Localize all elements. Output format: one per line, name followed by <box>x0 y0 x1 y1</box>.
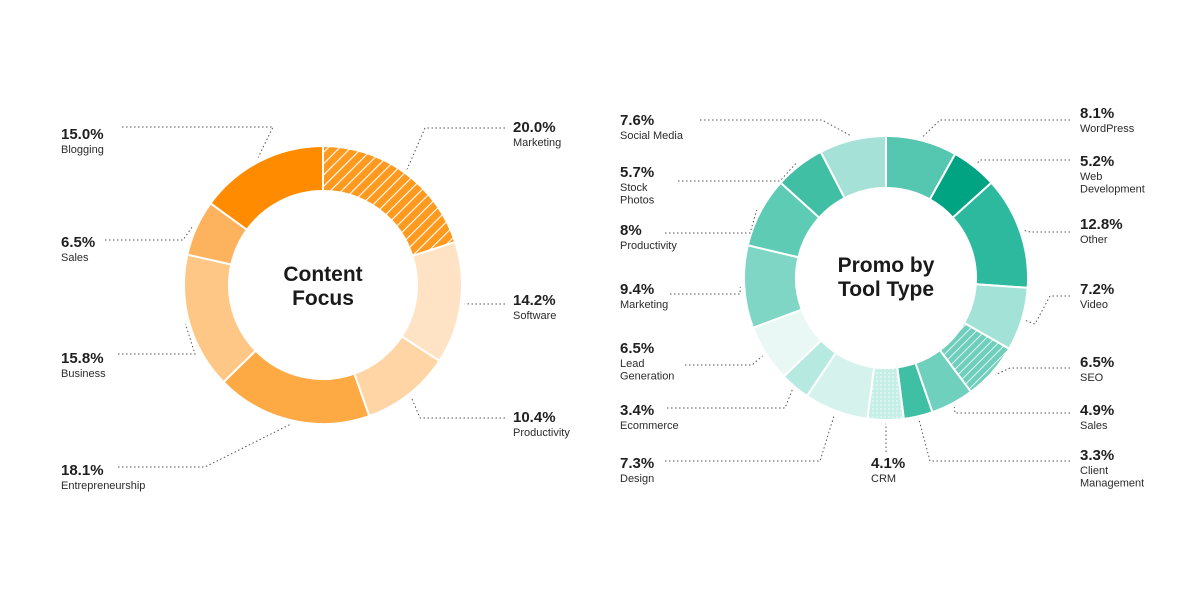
slice-social-media <box>819 134 887 200</box>
pct-label-seo: 6.5% <box>1080 354 1114 371</box>
leader-stock-photos <box>678 162 798 182</box>
leader-blogging <box>122 126 274 158</box>
pct-label-blogging: 15.0% <box>61 126 104 143</box>
name-label-business: Business <box>61 368 106 380</box>
leader-ecommerce <box>667 389 793 409</box>
leader-other <box>1023 229 1070 233</box>
leader-design <box>665 414 835 462</box>
leader-productivity <box>410 397 505 419</box>
content-focus-title-line-1: Content <box>283 263 362 286</box>
leader-sales <box>953 406 1070 414</box>
name-label-crm: CRM <box>871 473 896 485</box>
pct-label-productivity: 10.4% <box>513 409 556 426</box>
pct-label-software: 14.2% <box>513 292 556 309</box>
leader-marketing <box>406 127 505 170</box>
name-label-design: Design <box>620 473 654 485</box>
name-label-blogging: Blogging <box>61 144 104 156</box>
name-label-wordpress: WordPress <box>1080 123 1135 135</box>
pct-label-video: 7.2% <box>1080 281 1114 298</box>
slice-blogging <box>209 144 324 232</box>
pct-label-marketing: 20.0% <box>513 119 556 136</box>
pct-label-entrepreneurship: 18.1% <box>61 462 104 479</box>
pct-label-sales: 4.9% <box>1080 402 1114 419</box>
leader-wordpress <box>922 119 1070 138</box>
pct-label-business: 15.8% <box>61 350 104 367</box>
promo-title-line-1: Promo by <box>838 254 935 277</box>
name-label-other: Other <box>1080 234 1108 246</box>
content-focus-title-line-2: Focus <box>292 287 354 310</box>
leader-marketing <box>670 287 741 295</box>
name-label-productivity: Productivity <box>513 427 570 439</box>
name-label-video: Video <box>1080 299 1108 311</box>
pct-label-lead-generation: 6.5% <box>620 340 654 357</box>
leader-lead-generation <box>685 355 763 366</box>
pct-label-marketing: 9.4% <box>620 281 654 298</box>
pct-label-sales: 6.5% <box>61 234 95 251</box>
leader-business <box>118 323 196 355</box>
leader-social-media <box>700 119 852 137</box>
leader-sales <box>105 225 194 241</box>
pct-label-client-management: 3.3% <box>1080 447 1114 464</box>
leader-entrepreneurship <box>118 423 291 468</box>
name-label-stock-photos-line-1: Stock <box>620 182 648 194</box>
name-label-social-media: Social Media <box>620 130 684 142</box>
name-label-lead-generation-line-1: Lead <box>620 358 644 370</box>
name-label-stock-photos-line-2: Photos <box>620 195 655 207</box>
name-label-ecommerce: Ecommerce <box>620 420 679 432</box>
pct-label-wordpress: 8.1% <box>1080 105 1114 122</box>
name-label-client-management-line-2: Management <box>1080 478 1144 490</box>
name-label-marketing: Marketing <box>513 137 561 149</box>
pct-label-ecommerce: 3.4% <box>620 402 654 419</box>
pct-label-other: 12.8% <box>1080 216 1123 233</box>
leader-seo <box>995 367 1070 376</box>
name-label-web-development-line-1: Web <box>1080 171 1102 183</box>
leader-web-development <box>976 159 1070 165</box>
name-label-software: Software <box>513 310 556 322</box>
pct-label-stock-photos: 5.7% <box>620 164 654 181</box>
pct-label-productivity: 8% <box>620 222 642 239</box>
name-label-client-management-line-1: Client <box>1080 465 1108 477</box>
name-label-productivity: Productivity <box>620 240 677 252</box>
pct-label-design: 7.3% <box>620 455 654 472</box>
pct-label-web-development: 5.2% <box>1080 153 1114 170</box>
name-label-seo: SEO <box>1080 372 1104 384</box>
pct-label-crm: 4.1% <box>871 455 905 472</box>
leader-productivity <box>665 209 758 234</box>
name-label-entrepreneurship: Entrepreneurship <box>61 480 145 492</box>
name-label-web-development-line-2: Development <box>1080 184 1145 196</box>
promo-title-line-2: Tool Type <box>838 278 934 301</box>
name-label-sales: Sales <box>1080 420 1108 432</box>
pct-label-social-media: 7.6% <box>620 112 654 129</box>
name-label-sales: Sales <box>61 252 89 264</box>
slice-marketing <box>322 144 457 258</box>
content-focus-donut: 20.0%Marketing 14.2%Software 10.4%Producti… <box>61 119 570 492</box>
leader-video <box>1025 295 1070 325</box>
leader-client-management <box>918 420 1070 462</box>
name-label-lead-generation-line-2: Generation <box>620 371 674 383</box>
name-label-marketing: Marketing <box>620 299 668 311</box>
